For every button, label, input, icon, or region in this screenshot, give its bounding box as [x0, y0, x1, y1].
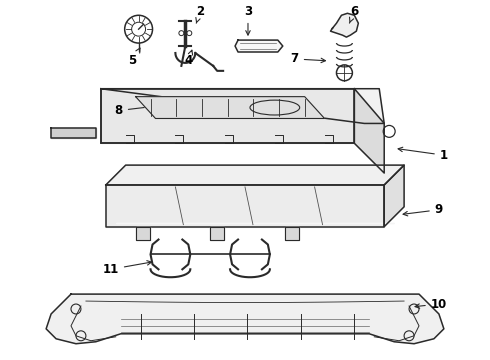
Text: 11: 11 — [102, 261, 151, 276]
Text: 6: 6 — [349, 5, 359, 23]
Polygon shape — [101, 89, 384, 123]
Polygon shape — [285, 227, 299, 239]
Polygon shape — [106, 185, 384, 227]
Polygon shape — [136, 96, 324, 118]
Text: 7: 7 — [291, 53, 325, 66]
Polygon shape — [106, 165, 404, 185]
Text: 9: 9 — [403, 203, 443, 216]
Polygon shape — [101, 89, 354, 143]
Text: 1: 1 — [398, 147, 448, 162]
Text: 10: 10 — [415, 297, 447, 311]
Polygon shape — [51, 129, 96, 138]
Text: 5: 5 — [128, 48, 140, 67]
Polygon shape — [384, 165, 404, 227]
Polygon shape — [354, 89, 384, 173]
Text: 3: 3 — [244, 5, 252, 35]
Polygon shape — [46, 294, 444, 344]
Polygon shape — [331, 13, 358, 37]
Text: 8: 8 — [115, 104, 156, 117]
Polygon shape — [136, 227, 149, 239]
Polygon shape — [210, 227, 224, 239]
Polygon shape — [235, 40, 283, 52]
Text: 2: 2 — [196, 5, 204, 23]
Text: 4: 4 — [184, 50, 193, 67]
